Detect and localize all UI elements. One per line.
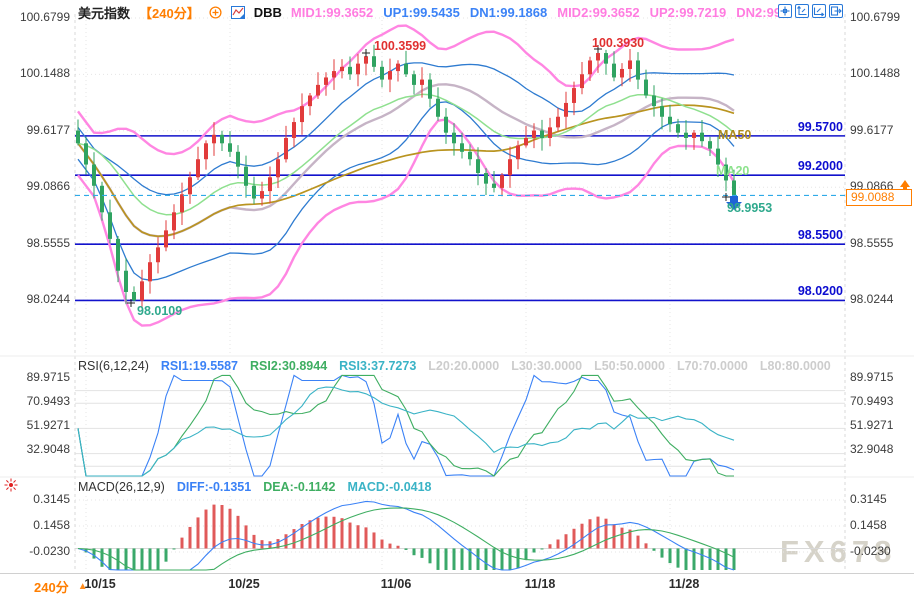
level-line-label: 98.5500 xyxy=(797,228,843,243)
macd-y-axis-label-left: -0.0230 xyxy=(29,544,70,558)
high2-label: 100.3930 xyxy=(592,36,645,50)
date-tick-label: 11/18 xyxy=(524,577,556,591)
macd-value: MACD:-0.0418 xyxy=(347,480,432,494)
rsi2-value: RSI2:30.8944 xyxy=(250,359,328,373)
l50-value: L50:50.0000 xyxy=(594,359,665,373)
rsi-y-axis-label-left: 51.9271 xyxy=(26,417,70,432)
rsi-title: RSI(6,12,24) xyxy=(78,359,149,373)
rsi-y-axis-label-right: 89.9715 xyxy=(850,370,894,384)
indicator-name: DBB xyxy=(253,5,282,20)
date-tick-label: 11/06 xyxy=(380,577,412,591)
high1-label: 100.3599 xyxy=(374,39,427,53)
period-selector[interactable]: 240分 ▲ xyxy=(34,577,88,595)
indicator-settings-icon[interactable] xyxy=(4,478,18,495)
main-y-axis-label-left: 99.6177 xyxy=(26,122,70,137)
rsi3-value: RSI3:37.7273 xyxy=(339,359,417,373)
rsi1-value: RSI1:19.5587 xyxy=(160,359,239,373)
l70-value: L70:70.0000 xyxy=(676,359,748,373)
exit-chart-icon[interactable] xyxy=(829,4,843,18)
symbol-title: 美元指数 xyxy=(78,6,131,21)
main-y-axis-label-right: 98.0244 xyxy=(850,292,894,306)
dea-value: DEA:-0.1142 xyxy=(263,480,336,494)
l80-value: L80:80.0000 xyxy=(759,359,831,373)
last-price-label: 98.9953 xyxy=(727,201,773,215)
rsi-header: RSI(6,12,24) RSI1:19.5587 RSI2:30.8944 RSI… xyxy=(78,359,831,373)
l20-value: L20:20.0000 xyxy=(428,359,500,373)
main-y-axis-label-left: 100.1488 xyxy=(19,66,70,81)
mid1-value: MID1:99.3652 xyxy=(290,5,374,20)
rsi-y-axis-label-left: 32.9048 xyxy=(26,441,70,456)
scroll-latest-arrow-icon xyxy=(900,180,910,193)
date-tick-label: 11/28 xyxy=(668,577,700,591)
macd-y-axis-label-right: 0.1458 xyxy=(850,517,887,532)
period-label: 【240分】 xyxy=(139,6,200,21)
low-label: 98.0109 xyxy=(137,304,183,318)
crosshair-icon[interactable] xyxy=(778,4,792,18)
dn1-value: DN1:99.1868 xyxy=(469,5,548,20)
indicator-chart-icon[interactable] xyxy=(230,6,245,19)
dn2-value: DN2:99.0 xyxy=(736,5,792,20)
level-line-label: 98.0200 xyxy=(797,284,843,299)
l30-value: L30:30.0000 xyxy=(511,359,583,373)
macd-title: MACD(26,12,9) xyxy=(78,480,165,494)
macd-values: DIFF:-0.1351 DEA:-0.1142 MACD:-0.0418 xyxy=(177,480,432,494)
indicator-values: MID1:99.3652 UP1:99.5435 DN1:99.1868 MID2:9… xyxy=(291,5,792,20)
rsi-y-axis-label-right: 51.9271 xyxy=(850,417,894,432)
chart-toolbar xyxy=(778,4,843,18)
rsi-y-axis-label-left: 70.9493 xyxy=(26,393,70,408)
ma20-label: MA20 xyxy=(716,164,750,178)
collapse-icon[interactable] xyxy=(209,6,222,19)
date-tick-label: 10/15 xyxy=(84,577,116,591)
rsi-y-axis-label-right: 70.9493 xyxy=(850,393,894,408)
level-line-label: 99.5700 xyxy=(797,119,843,134)
main-y-axis-label-left: 98.0244 xyxy=(26,292,70,306)
period-text: 240分 xyxy=(34,580,69,595)
last-price-arrow-marker xyxy=(726,196,742,210)
main-y-axis-label-right: 99.6177 xyxy=(850,122,894,137)
main-y-axis-label-left: 99.0866 xyxy=(26,179,70,194)
rsi-values: RSI1:19.5587 RSI2:30.8944 RSI3:37.7273 L20:… xyxy=(161,359,831,373)
main-y-axis-label-left: 98.5555 xyxy=(26,235,70,250)
up1-value: UP1:99.5435 xyxy=(383,5,460,20)
macd-header: MACD(26,12,9) DIFF:-0.1351 DEA:-0.1142 MAC… xyxy=(78,480,432,494)
macd-y-axis-label-right: -0.0230 xyxy=(850,544,891,558)
date-tick-label: 10/25 xyxy=(228,577,260,591)
period-up-arrow-icon: ▲ xyxy=(77,581,88,592)
main-y-axis-label-right: 100.6799 xyxy=(850,10,901,24)
main-y-axis-label-left: 100.6799 xyxy=(19,10,70,24)
time-axis-bar: 240分 ▲ 10/15 10/25 11/06 11/18 11/28 xyxy=(0,573,914,595)
main-y-axis-label-right: 100.1488 xyxy=(850,66,901,81)
macd-y-axis-label-left: 0.3145 xyxy=(33,492,70,506)
current-price-box: 99.0088 xyxy=(846,189,912,206)
auto-scale-y-icon[interactable] xyxy=(795,4,809,18)
main-y-axis-label-right: 98.5555 xyxy=(850,235,894,250)
ma50-label: MA50 xyxy=(718,128,752,142)
macd-y-axis-label-right: 0.3145 xyxy=(850,492,887,506)
main-chart-header: 美元指数 【240分】 DBB MID1:99.3652 UP1:99.5435 D… xyxy=(78,3,792,22)
up2-value: UP2:99.7219 xyxy=(649,5,727,20)
auto-scale-x-icon[interactable] xyxy=(812,4,826,18)
diff-value: DIFF:-0.1351 xyxy=(176,480,252,494)
rsi-y-axis-label-left: 89.9715 xyxy=(26,370,70,384)
watermark: FX678 xyxy=(780,534,897,569)
level-line-label: 99.2000 xyxy=(797,159,843,174)
rsi-y-axis-label-right: 32.9048 xyxy=(850,441,894,456)
macd-y-axis-label-left: 0.1458 xyxy=(33,517,70,532)
mid2-value: MID2:99.3652 xyxy=(557,5,640,20)
